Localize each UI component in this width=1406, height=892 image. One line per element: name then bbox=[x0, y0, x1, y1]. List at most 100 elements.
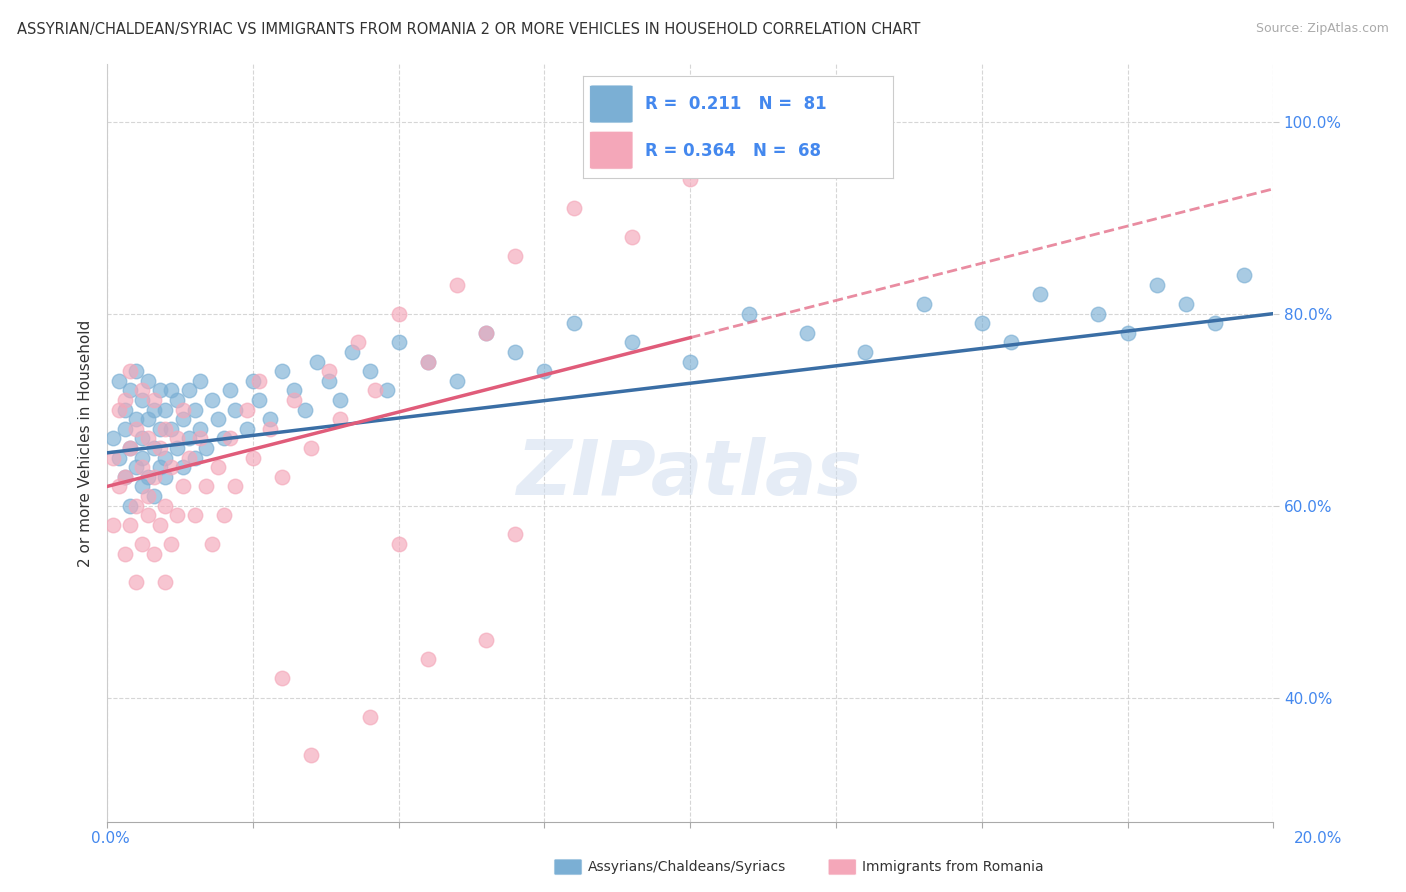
Point bbox=[329, 412, 352, 426]
Point bbox=[283, 392, 305, 407]
Point bbox=[388, 537, 411, 551]
Point bbox=[247, 392, 270, 407]
Point bbox=[125, 364, 148, 378]
Point bbox=[212, 432, 235, 446]
Point bbox=[125, 412, 148, 426]
Point bbox=[131, 450, 153, 465]
Point bbox=[172, 402, 194, 417]
Point bbox=[155, 402, 177, 417]
Point bbox=[160, 537, 183, 551]
Point bbox=[475, 632, 498, 647]
FancyBboxPatch shape bbox=[589, 131, 633, 169]
Point bbox=[388, 335, 411, 350]
Point bbox=[299, 748, 322, 763]
Point bbox=[160, 384, 183, 398]
Point bbox=[142, 402, 165, 417]
Point bbox=[271, 364, 294, 378]
Point bbox=[131, 537, 153, 551]
Point bbox=[236, 402, 259, 417]
Point bbox=[224, 479, 246, 493]
Point bbox=[125, 422, 148, 436]
Point bbox=[375, 384, 398, 398]
Point bbox=[190, 422, 212, 436]
Point bbox=[177, 450, 200, 465]
Point bbox=[679, 354, 702, 368]
Point bbox=[120, 517, 142, 532]
Point bbox=[160, 422, 183, 436]
Point bbox=[294, 402, 316, 417]
Point bbox=[505, 345, 527, 359]
Point bbox=[131, 384, 153, 398]
Point bbox=[679, 172, 702, 186]
Point bbox=[271, 470, 294, 484]
Point bbox=[114, 470, 136, 484]
Point bbox=[120, 364, 142, 378]
Point bbox=[218, 432, 240, 446]
Point bbox=[142, 392, 165, 407]
Point bbox=[329, 392, 352, 407]
Text: 0.0%: 0.0% bbox=[91, 831, 131, 846]
Point bbox=[136, 508, 159, 523]
Point bbox=[224, 402, 246, 417]
Point bbox=[505, 527, 527, 541]
Point bbox=[183, 402, 205, 417]
Point bbox=[120, 441, 142, 455]
Point bbox=[190, 374, 212, 388]
Point bbox=[307, 354, 329, 368]
Point bbox=[1116, 326, 1139, 340]
Point bbox=[136, 412, 159, 426]
Point bbox=[149, 384, 172, 398]
Point bbox=[108, 479, 131, 493]
Point bbox=[142, 470, 165, 484]
Point bbox=[108, 402, 131, 417]
Point bbox=[183, 508, 205, 523]
Point bbox=[149, 460, 172, 475]
Text: Immigrants from Romania: Immigrants from Romania bbox=[862, 860, 1043, 874]
Point bbox=[136, 489, 159, 503]
Point bbox=[172, 460, 194, 475]
Point bbox=[195, 441, 218, 455]
Point bbox=[166, 432, 188, 446]
Point bbox=[1146, 277, 1168, 292]
Point bbox=[218, 384, 240, 398]
Point bbox=[142, 489, 165, 503]
Point bbox=[101, 517, 124, 532]
Point bbox=[533, 364, 555, 378]
Point bbox=[796, 326, 818, 340]
Point bbox=[505, 249, 527, 263]
Point bbox=[318, 364, 340, 378]
Point bbox=[155, 422, 177, 436]
Point bbox=[114, 422, 136, 436]
Point bbox=[142, 547, 165, 561]
FancyBboxPatch shape bbox=[589, 85, 633, 123]
Point bbox=[359, 364, 381, 378]
Point bbox=[114, 392, 136, 407]
Point bbox=[207, 412, 229, 426]
Point bbox=[108, 450, 131, 465]
Point bbox=[149, 517, 172, 532]
Text: 20.0%: 20.0% bbox=[1295, 831, 1343, 846]
Point bbox=[562, 201, 585, 215]
Point bbox=[120, 384, 142, 398]
Point bbox=[446, 277, 468, 292]
Point bbox=[853, 345, 876, 359]
Point bbox=[155, 499, 177, 513]
Point bbox=[475, 326, 498, 340]
Text: ASSYRIAN/CHALDEAN/SYRIAC VS IMMIGRANTS FROM ROMANIA 2 OR MORE VEHICLES IN HOUSEH: ASSYRIAN/CHALDEAN/SYRIAC VS IMMIGRANTS F… bbox=[17, 22, 921, 37]
Point bbox=[475, 326, 498, 340]
Point bbox=[131, 392, 153, 407]
Point bbox=[1000, 335, 1022, 350]
Point bbox=[416, 652, 439, 666]
Point bbox=[201, 392, 224, 407]
Point bbox=[259, 412, 281, 426]
Text: Assyrians/Chaldeans/Syriacs: Assyrians/Chaldeans/Syriacs bbox=[588, 860, 786, 874]
Text: R = 0.364   N =  68: R = 0.364 N = 68 bbox=[645, 142, 821, 160]
Point bbox=[114, 547, 136, 561]
Point bbox=[160, 460, 183, 475]
Point bbox=[125, 460, 148, 475]
Point bbox=[142, 441, 165, 455]
Text: ZIPatlas: ZIPatlas bbox=[517, 436, 863, 510]
Point bbox=[108, 374, 131, 388]
Point bbox=[177, 432, 200, 446]
Point bbox=[201, 537, 224, 551]
